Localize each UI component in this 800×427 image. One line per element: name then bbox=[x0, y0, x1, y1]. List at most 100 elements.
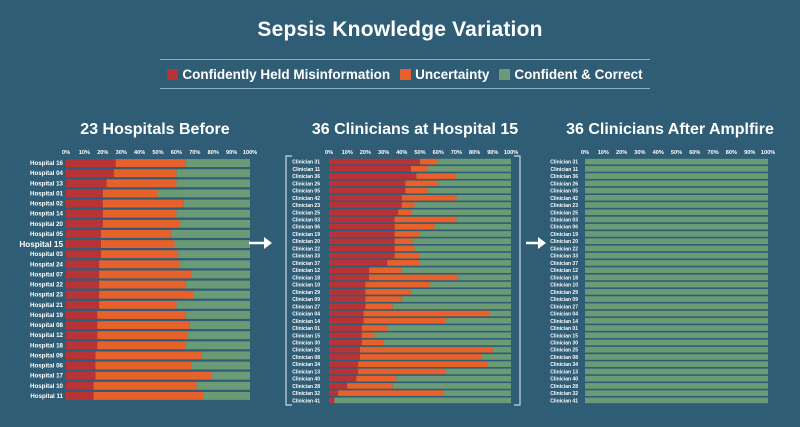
bar-segment-misinformation bbox=[66, 300, 100, 309]
category-label: Clinician 18 bbox=[550, 275, 578, 281]
bar-segment-correct bbox=[189, 321, 250, 330]
bar-segment-correct bbox=[410, 209, 511, 216]
bar-segment-misinformation bbox=[329, 325, 362, 331]
bar-segment-uncertainty bbox=[115, 159, 186, 168]
bar-segment-correct bbox=[585, 296, 768, 302]
x-tick-label: 30% bbox=[116, 150, 127, 156]
bar-segment-correct bbox=[187, 331, 250, 340]
bar-segment-correct bbox=[178, 250, 250, 259]
bar-segment-misinformation bbox=[66, 209, 103, 218]
bar-segment-correct bbox=[458, 274, 511, 281]
bar-segment-misinformation bbox=[66, 250, 101, 259]
bar-segment-uncertainty bbox=[102, 209, 177, 218]
bar-segment-correct bbox=[585, 245, 768, 252]
bar-segment-correct bbox=[585, 260, 768, 266]
category-label: Clinician 15 bbox=[550, 333, 578, 339]
bar-segment-correct bbox=[392, 303, 511, 310]
x-tick-label: 0% bbox=[325, 150, 333, 156]
legend-swatch-correct bbox=[499, 68, 511, 80]
bar-segment-misinformation bbox=[66, 229, 101, 238]
bar-segment-uncertainty bbox=[359, 346, 493, 353]
category-label: Hospital 13 bbox=[30, 180, 64, 187]
bar-segment-correct bbox=[401, 296, 511, 302]
bar-segment-misinformation bbox=[329, 368, 359, 375]
x-tick-label: 80% bbox=[469, 150, 480, 156]
x-tick-label: 50% bbox=[152, 150, 163, 156]
category-label: Clinician 32 bbox=[292, 391, 320, 397]
category-label: Clinician 25 bbox=[292, 348, 320, 354]
bar-segment-uncertainty bbox=[99, 290, 193, 299]
category-label: Clinician 23 bbox=[292, 203, 320, 209]
arrow-icon-head bbox=[264, 237, 272, 249]
bar-segment-correct bbox=[585, 267, 768, 273]
bar-segment-uncertainty bbox=[365, 281, 430, 288]
bar-segment-correct bbox=[438, 158, 511, 165]
bar-segment-correct bbox=[185, 310, 250, 319]
x-tick-label: 0% bbox=[581, 150, 589, 156]
bar-segment-correct bbox=[489, 310, 511, 317]
bar-segment-uncertainty bbox=[338, 390, 444, 396]
bar-segment-correct bbox=[456, 194, 511, 201]
category-label: Clinician 22 bbox=[292, 246, 320, 252]
bar-segment-correct bbox=[427, 166, 511, 172]
bar-segment-misinformation bbox=[66, 199, 103, 208]
bar-segment-correct bbox=[387, 325, 511, 331]
bar-segment-uncertainty bbox=[365, 296, 402, 302]
category-label: Hospital 03 bbox=[30, 251, 64, 258]
bar-segment-correct bbox=[445, 317, 511, 324]
bar-segment-uncertainty bbox=[113, 169, 177, 178]
bar-segment-correct bbox=[434, 223, 511, 230]
bar-segment-uncertainty bbox=[347, 383, 393, 389]
category-label: Clinician 41 bbox=[550, 398, 578, 404]
bar-segment-correct bbox=[585, 223, 768, 230]
category-label: Clinician 08 bbox=[292, 355, 320, 361]
bar-segment-correct bbox=[585, 202, 768, 208]
category-label: Clinician 33 bbox=[550, 254, 578, 260]
category-label: Hospital 08 bbox=[30, 322, 64, 329]
legend-label-misinformation: Confidently Held Misinformation bbox=[182, 66, 391, 82]
bar-segment-correct bbox=[481, 354, 511, 360]
category-label: Clinician 10 bbox=[550, 283, 578, 289]
bar-segment-correct bbox=[585, 339, 768, 346]
category-label: Clinician 33 bbox=[292, 254, 320, 260]
bar-segment-misinformation bbox=[66, 159, 116, 168]
bar-segment-correct bbox=[585, 274, 768, 281]
bar-segment-correct bbox=[487, 361, 511, 368]
bar-segment-uncertainty bbox=[416, 173, 457, 179]
bar-segment-misinformation bbox=[329, 303, 366, 310]
bar-segment-uncertainty bbox=[93, 381, 197, 390]
category-label: Clinician 41 bbox=[292, 398, 320, 404]
bar-segment-correct bbox=[585, 209, 768, 216]
bar-segment-correct bbox=[585, 346, 768, 353]
bar-segment-uncertainty bbox=[95, 361, 192, 370]
bracket-right bbox=[514, 155, 521, 406]
bar-segment-misinformation bbox=[66, 260, 100, 269]
category-label: Clinician 04 bbox=[550, 312, 578, 318]
category-label: Hospital 09 bbox=[30, 352, 64, 359]
bar-segment-misinformation bbox=[66, 240, 101, 249]
bar-segment-misinformation bbox=[329, 187, 406, 194]
bar-segment-uncertainty bbox=[93, 391, 204, 400]
bar-segment-uncertainty bbox=[99, 270, 192, 279]
bar-segment-correct bbox=[585, 173, 768, 179]
bar-segment-uncertainty bbox=[102, 189, 158, 198]
bar-segment-correct bbox=[410, 289, 511, 295]
bar-segment-misinformation bbox=[329, 390, 339, 396]
category-label: Clinician 37 bbox=[292, 261, 320, 267]
bar-segment-correct bbox=[585, 317, 768, 324]
bar-segment-misinformation bbox=[66, 351, 96, 360]
category-label: Clinician 40 bbox=[550, 377, 578, 383]
category-label: Clinician 28 bbox=[292, 384, 320, 390]
bar-segment-uncertainty bbox=[420, 158, 439, 165]
bar-segment-misinformation bbox=[329, 223, 395, 230]
category-label: Clinician 27 bbox=[550, 304, 578, 310]
bar-segment-misinformation bbox=[66, 341, 98, 350]
bar-segment-correct bbox=[443, 390, 511, 396]
category-label: Clinician 13 bbox=[550, 369, 578, 375]
bar-segment-uncertainty bbox=[361, 325, 388, 331]
category-label: Clinician 13 bbox=[292, 369, 320, 375]
category-label: Clinician 29 bbox=[292, 290, 320, 296]
x-tick-label: 40% bbox=[134, 150, 145, 156]
bar-segment-correct bbox=[334, 397, 511, 404]
